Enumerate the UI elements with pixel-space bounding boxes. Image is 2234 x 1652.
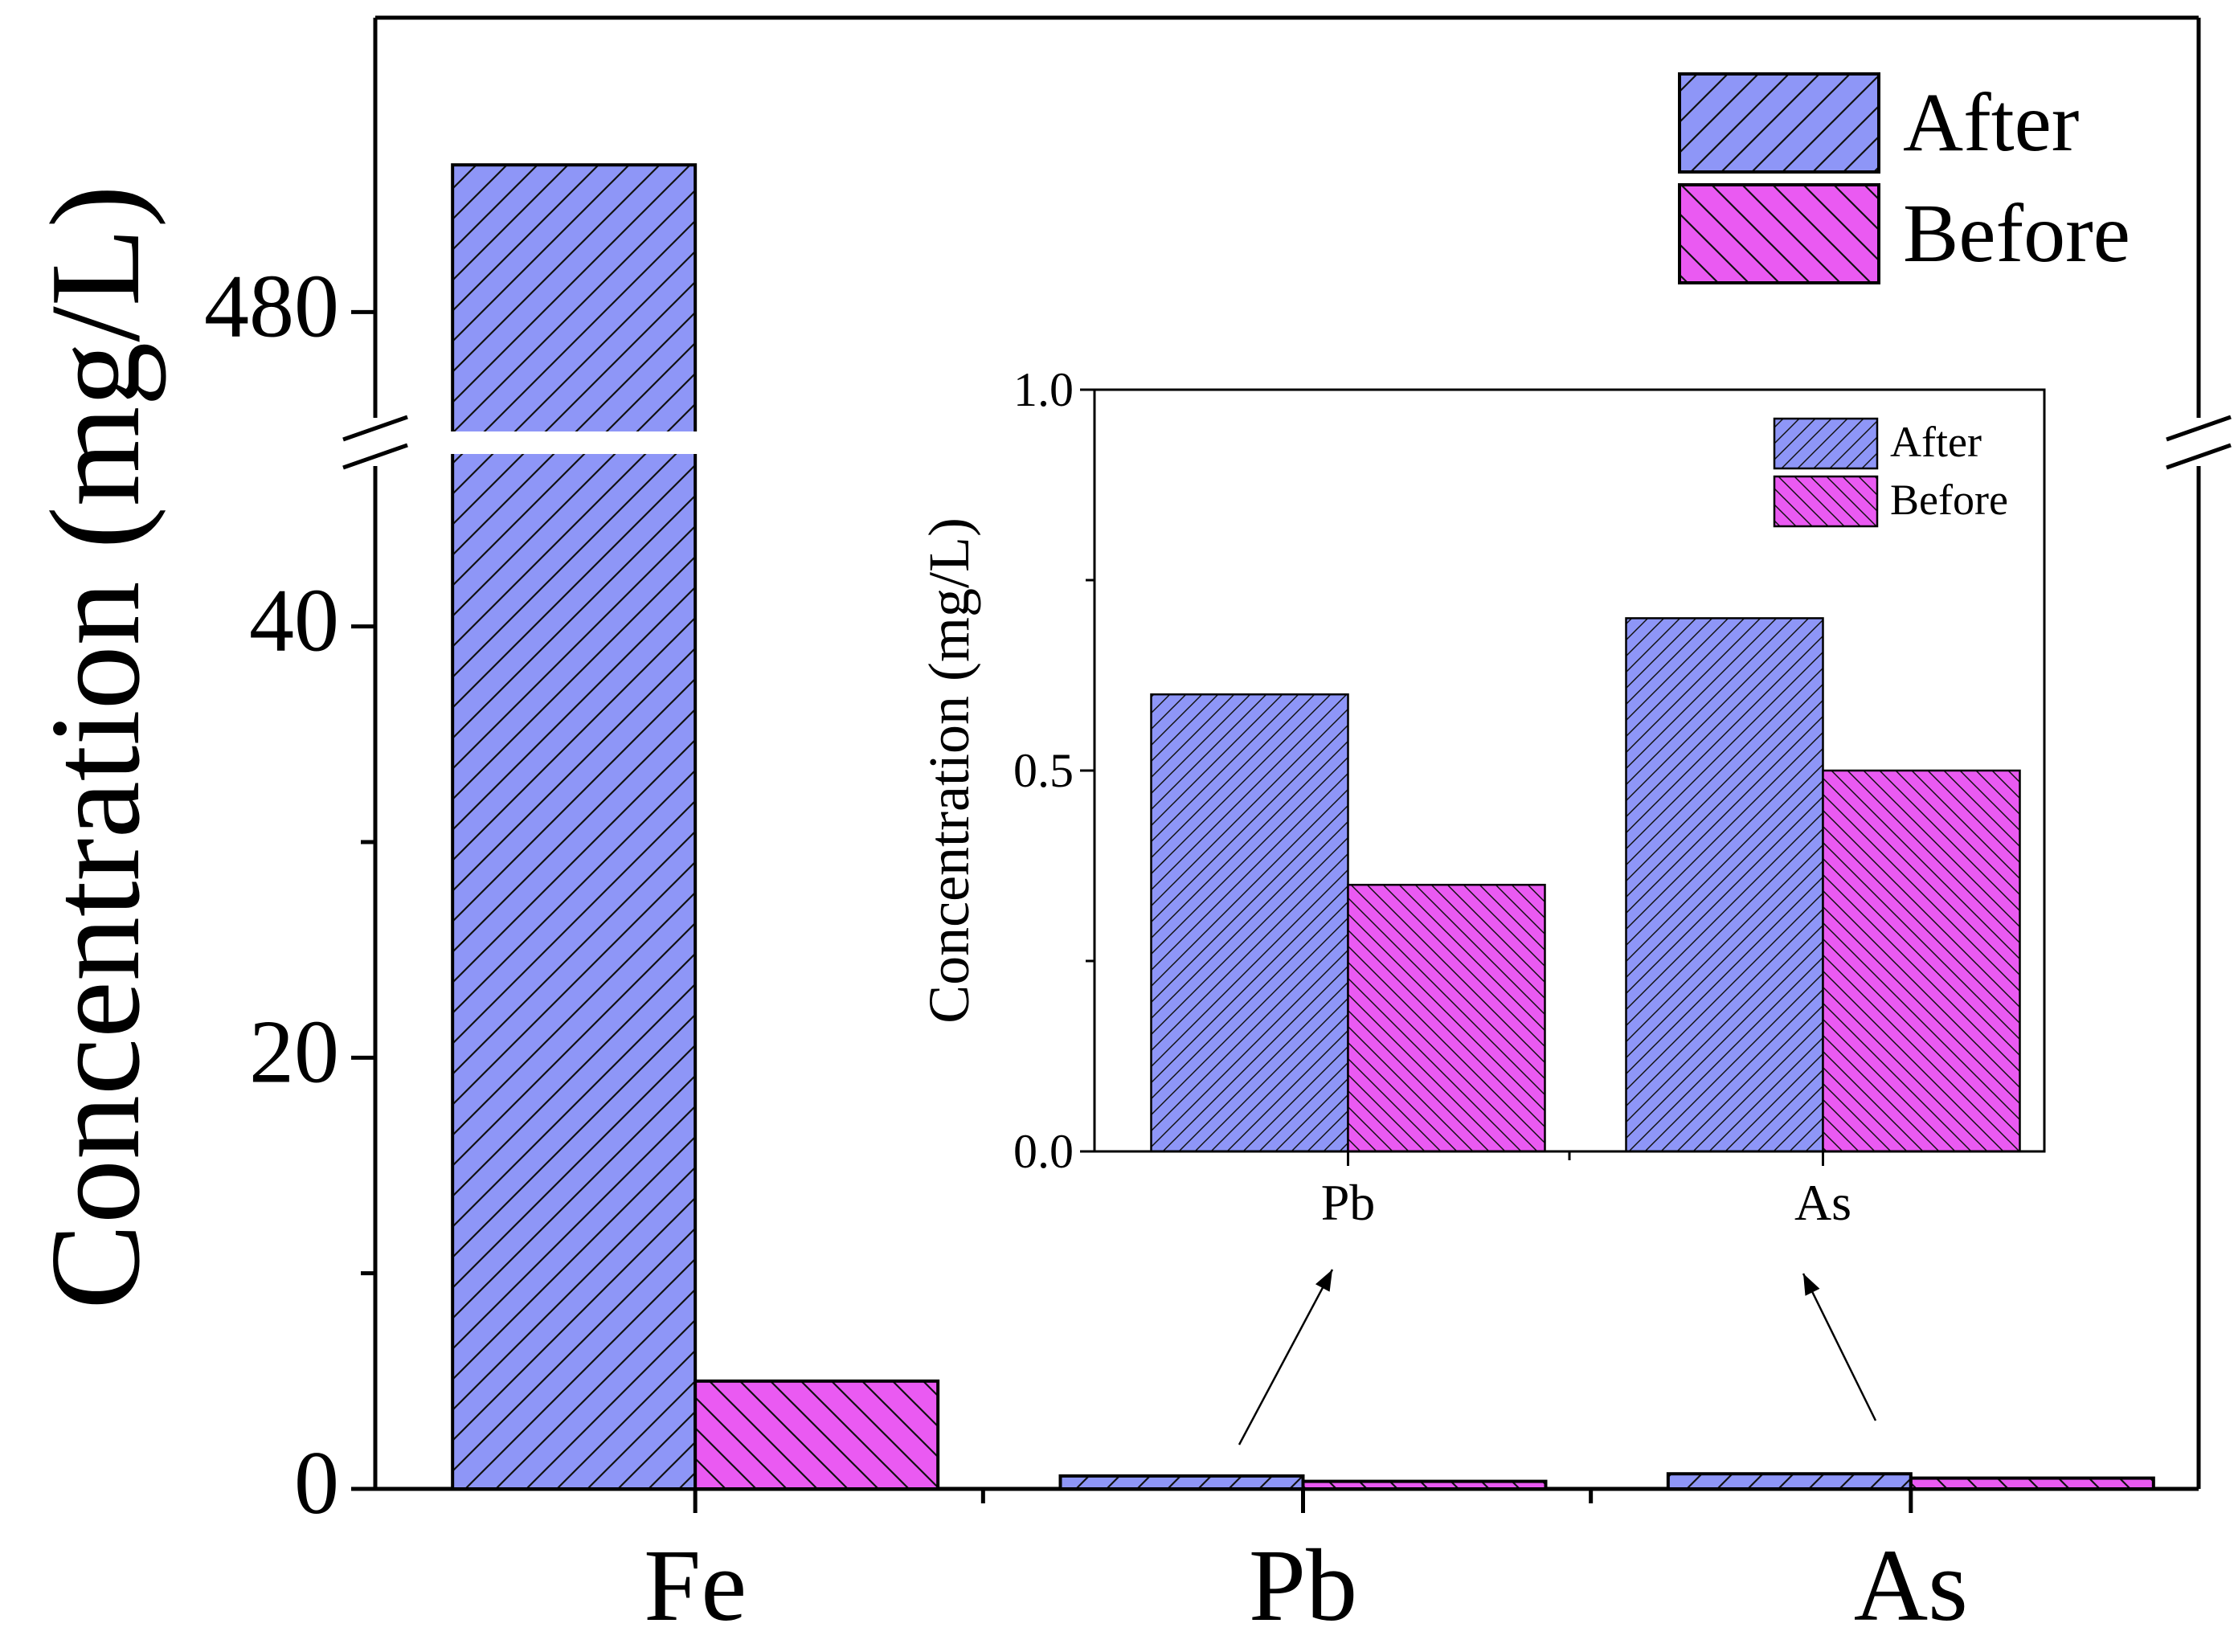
inset-y-axis-title: Concentration (mg/L)	[917, 517, 981, 1024]
inset-chart: 0.0 0.5 1.0 Pb As Concentration (mg/L) After Be…	[917, 363, 2046, 1231]
legend-swatch-before	[1678, 183, 1880, 284]
bar-after-as	[1666, 1472, 1913, 1491]
inset-legend: After Before	[1773, 417, 2008, 528]
x-tick-label-pb: Pb	[1249, 1528, 1357, 1642]
inset-x-tick-label-pb: Pb	[1321, 1174, 1376, 1231]
axis-break-mark	[2166, 415, 2232, 442]
inset-y-tick-label: 0.5	[1013, 744, 1074, 797]
legend-label-before: Before	[1903, 187, 2130, 280]
inset-legend-label-before: Before	[1890, 476, 2008, 524]
main-y-ticks: 0 20 40 480	[204, 256, 375, 1533]
bar-before-pb	[1301, 1479, 1548, 1490]
main-legend: After Before	[1678, 72, 2130, 284]
bar-break-gap	[450, 431, 698, 454]
inset-legend-swatch-after	[1773, 417, 1879, 470]
bar-before-as	[1909, 1476, 2155, 1491]
main-x-ticks: Fe Pb As	[644, 1489, 1968, 1642]
arrow-as-head	[1803, 1274, 1820, 1296]
y-tick-label: 0	[294, 1433, 339, 1533]
inset-bar-before-pb	[1347, 883, 1546, 1153]
inset-legend-label-after: After	[1890, 418, 1982, 466]
bar-before-fe	[694, 1379, 940, 1491]
inset-bar-before-as	[1822, 769, 2021, 1153]
main-y-axis-title: Concentration (mg/L)	[23, 185, 166, 1310]
arrow-as-line	[1802, 1273, 1877, 1421]
inset-y-tick-label: 1.0	[1013, 363, 1074, 416]
axis-break-mark	[342, 443, 408, 470]
main-bars	[450, 163, 2155, 1491]
y-tick-label: 40	[249, 571, 339, 671]
legend-swatch-after	[1678, 72, 1880, 174]
y-tick-label: 20	[249, 1002, 339, 1102]
inset-x-tick-label-as: As	[1794, 1174, 1851, 1231]
inset-bar-after-as	[1625, 617, 1824, 1153]
inset-y-tick-label: 0.0	[1013, 1125, 1074, 1178]
x-tick-label-fe: Fe	[644, 1528, 747, 1642]
legend-label-after: After	[1903, 76, 2079, 169]
axis-break-mark	[2166, 443, 2232, 470]
x-tick-label-as: As	[1854, 1528, 1968, 1642]
axis-break-mark	[342, 415, 408, 442]
zoom-arrows	[1238, 1269, 1877, 1446]
inset-bar-after-pb	[1150, 693, 1349, 1153]
bar-after-pb	[1058, 1474, 1305, 1491]
bar-after-fe	[451, 163, 698, 1491]
arrow-pb-line	[1238, 1269, 1334, 1446]
inset-legend-swatch-before	[1773, 475, 1879, 528]
y-tick-label: 480	[204, 256, 339, 356]
arrow-pb-head	[1315, 1270, 1332, 1292]
